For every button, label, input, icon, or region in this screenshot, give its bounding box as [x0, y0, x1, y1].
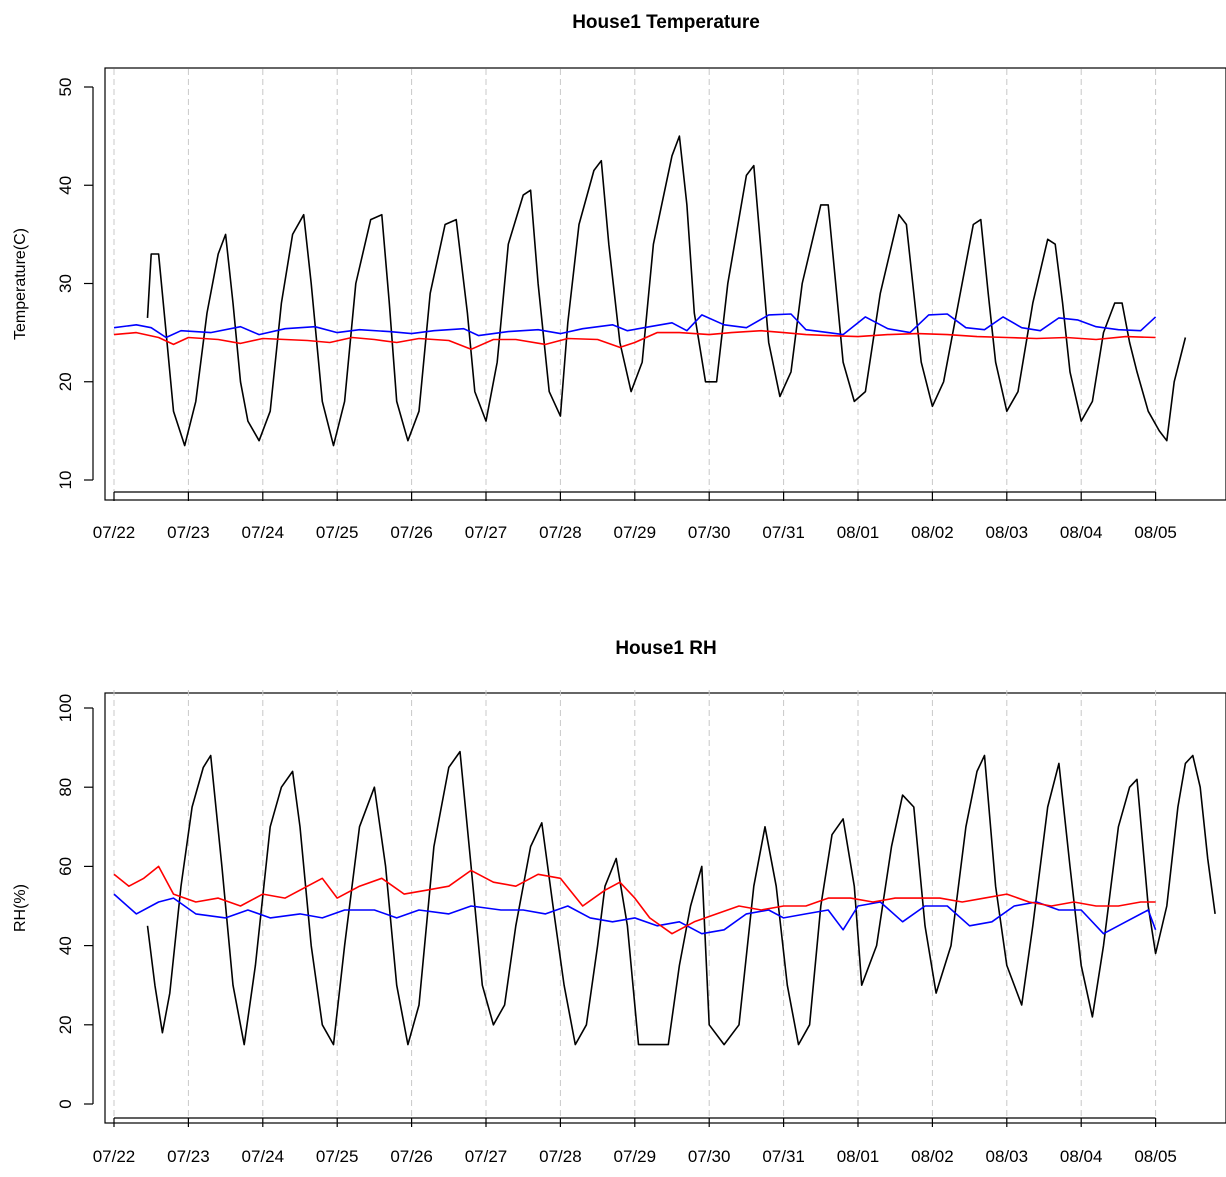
temperature-panel: House1 Temperature 07/22 07/23 07/24 07/25 0…: [12, 12, 1226, 542]
y-tick-label: 20: [56, 1015, 75, 1034]
y-tick-label: 40: [56, 176, 75, 195]
x-tick-label: 08/03: [986, 523, 1029, 542]
x-tick-label: 07/22: [93, 1147, 136, 1166]
series-line: [113, 313, 1157, 339]
x-tick-label: 07/25: [316, 1147, 359, 1166]
x-tick-label: 07/28: [539, 523, 582, 542]
x-tick-label: 08/04: [1060, 523, 1103, 542]
x-tick-label: 07/26: [390, 1147, 433, 1166]
x-tick-label: 08/05: [1134, 1147, 1177, 1166]
series-line: [113, 865, 1156, 935]
x-tick-label: 07/23: [167, 523, 210, 542]
rh-panel: House1 RH 07/22 07/23 07/24 07/25 07/26 07/27…: [12, 638, 1226, 1166]
y-tick-label: 80: [56, 778, 75, 797]
x-tick-label: 08/02: [911, 1147, 954, 1166]
series-line: [146, 750, 1216, 1046]
x-tick-label: 08/02: [911, 523, 954, 542]
x-tick-label: 08/01: [837, 523, 880, 542]
y-tick-label: 10: [56, 471, 75, 490]
x-tick-label: 07/24: [242, 1147, 285, 1166]
x-tick-label: 07/22: [93, 523, 136, 542]
x-tick-label: 07/25: [316, 523, 359, 542]
series-line: [113, 893, 1157, 935]
x-tick-label: 08/01: [837, 1147, 880, 1166]
plot-frame: [104, 67, 1226, 501]
x-tick-label: 07/27: [465, 523, 508, 542]
x-tick-label: 07/30: [688, 1147, 731, 1166]
x-tick-label: 07/28: [539, 1147, 582, 1166]
series-line: [146, 135, 1187, 447]
y-axis-label: Temperature(C): [12, 228, 29, 340]
plot-frame: [104, 692, 1226, 1124]
y-axis-label: RH(%): [12, 884, 29, 932]
x-tick-label: 07/24: [242, 523, 285, 542]
y-tick-label: 60: [56, 857, 75, 876]
x-tick-label: 07/29: [614, 523, 657, 542]
x-tick-label: 08/03: [986, 1147, 1029, 1166]
x-tick-label: 08/04: [1060, 1147, 1103, 1166]
chart-title: House1 Temperature: [572, 12, 760, 33]
series-line: [113, 329, 1156, 351]
y-tick-label: 50: [56, 78, 75, 97]
x-tick-label: 08/05: [1134, 523, 1177, 542]
y-tick-label: 100: [56, 694, 75, 722]
y-tick-label: 20: [56, 372, 75, 391]
y-tick-label: 30: [56, 274, 75, 293]
y-tick-label: 40: [56, 936, 75, 955]
y-tick-label: 0: [56, 1099, 75, 1108]
x-tick-label: 07/26: [390, 523, 433, 542]
x-tick-label: 07/27: [465, 1147, 508, 1166]
x-tick-label: 07/30: [688, 523, 731, 542]
x-tick-label: 07/31: [762, 1147, 805, 1166]
x-tick-label: 07/29: [614, 1147, 657, 1166]
x-tick-label: 07/23: [167, 1147, 210, 1166]
chart-title: House1 RH: [615, 638, 716, 659]
x-tick-label: 07/31: [762, 523, 805, 542]
